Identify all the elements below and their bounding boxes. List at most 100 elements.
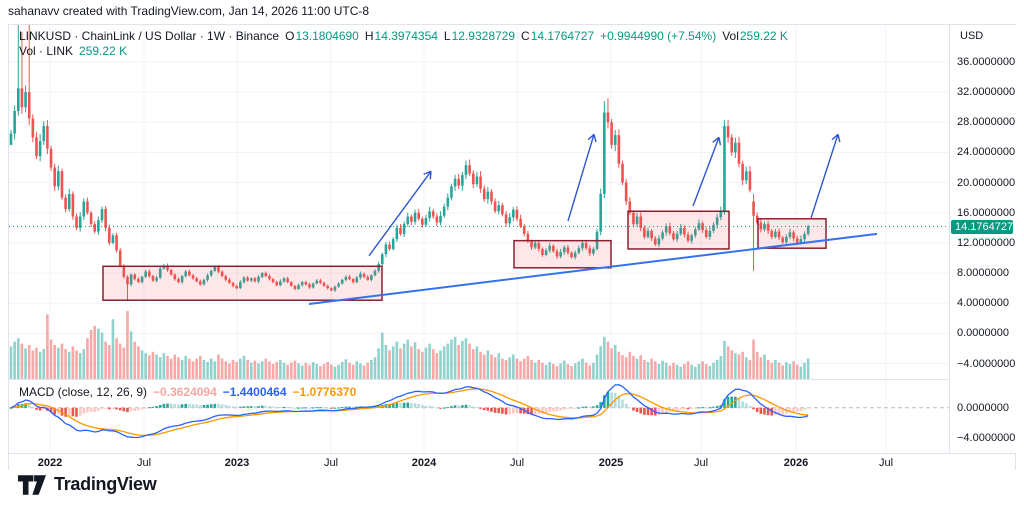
candle-body: [180, 276, 184, 283]
volume-bar: [479, 351, 482, 379]
macd-histogram-bar: [774, 407, 777, 416]
volume-bar: [38, 351, 42, 379]
volume-bar: [246, 359, 249, 379]
candle-body: [235, 285, 238, 289]
time-tick-label: 2023: [224, 457, 250, 469]
volume-bar: [577, 361, 581, 379]
candle-body: [246, 277, 249, 281]
macd-histogram-bar: [304, 407, 308, 409]
time-axis[interactable]: 2022 Jul 2023 Jul 2024 Jul 2025 Jul 2026 Jul: [9, 453, 1015, 471]
macd-histogram-bar: [253, 406, 257, 408]
volume-bar: [391, 346, 395, 379]
macd-histogram-bar: [166, 403, 169, 408]
ohlc-close: C 14.1764727: [521, 29, 595, 43]
macd-histogram-bar: [140, 407, 144, 410]
candle-body: [355, 277, 359, 283]
candle-body: [289, 282, 293, 286]
candle-body: [464, 165, 468, 176]
macd-histogram-bar: [559, 407, 562, 411]
candle-body: [220, 271, 224, 277]
volume-bar: [763, 354, 766, 379]
candle-body: [38, 141, 42, 157]
candle-body: [603, 112, 606, 194]
candle-body: [497, 205, 501, 212]
consolidation-box: [627, 210, 730, 250]
volume-bar: [53, 345, 56, 379]
volume-bar: [603, 336, 606, 379]
volume-bar: [71, 346, 75, 379]
volume-bar: [24, 348, 27, 379]
macd-histogram-bar: [155, 406, 158, 408]
candle-body: [191, 275, 195, 279]
candle-body: [544, 250, 548, 255]
candle-body: [446, 197, 450, 207]
volume-bar: [668, 365, 672, 379]
symbol-legend[interactable]: LINKUSD · ChainLink / US Dollar · 1W · B…: [19, 29, 788, 43]
macd-histogram-bar: [71, 407, 75, 417]
price-tick-label: 0.0000000: [957, 327, 1009, 340]
chart-canvas[interactable]: [9, 25, 949, 453]
macd-histogram-bar: [490, 407, 493, 412]
candle-body: [726, 126, 730, 138]
candle-body: [701, 223, 704, 231]
macd-histogram-bar: [180, 404, 184, 408]
candle-body: [322, 282, 326, 286]
volume-bar: [333, 366, 337, 379]
candle-body: [173, 274, 177, 280]
macd-histogram-bar: [333, 407, 337, 409]
price-axis[interactable]: USD 14.1764727 36.0000000 32.0000000 28.00…: [949, 25, 1016, 453]
volume-bar: [64, 349, 67, 379]
candle-body: [519, 218, 522, 227]
volume-bar: [737, 354, 741, 379]
breakout-arrow-head: [831, 133, 839, 141]
candle-body: [490, 191, 493, 202]
volume-bar: [723, 340, 726, 379]
macd-histogram-bar: [723, 399, 726, 408]
volume-bar: [664, 362, 668, 379]
volume-bar: [304, 362, 308, 379]
volume-bar: [140, 350, 144, 379]
tradingview-logo[interactable]: TradingView: [18, 474, 157, 495]
candle-body: [359, 273, 362, 278]
volume-bar: [195, 358, 198, 379]
macd-histogram-bar: [413, 403, 417, 408]
candle-body: [13, 110, 16, 134]
candle-body: [271, 279, 275, 283]
volume-bar: [359, 363, 362, 379]
volume-bar: [373, 357, 377, 379]
volume-bar: [158, 357, 162, 379]
symbol-description: LINKUSD · ChainLink / US Dollar · 1W · B…: [19, 29, 280, 43]
volume-bar: [355, 361, 359, 379]
macd-histogram-bar: [566, 407, 570, 409]
candle-body: [461, 175, 464, 186]
candle-body: [697, 223, 701, 230]
candle-body: [249, 278, 253, 281]
macd-histogram-bar: [795, 407, 799, 412]
macd-histogram-bar: [184, 403, 188, 408]
macd-histogram-bar: [246, 406, 249, 408]
candle-body: [89, 212, 93, 225]
candle-body: [264, 273, 268, 277]
chart-pane[interactable]: [9, 25, 949, 453]
macd-histogram-bar: [548, 407, 552, 412]
volume-legend[interactable]: Vol · LINK 259.22 K: [19, 44, 127, 58]
volume-bar: [297, 363, 300, 379]
volume-bar: [435, 353, 439, 379]
grid-lines: [9, 25, 949, 453]
candle-body: [450, 186, 453, 198]
macd-legend[interactable]: MACD (close, 12, 26, 9) −0.3624094 −1.44…: [19, 385, 356, 399]
time-tick-label: 2024: [411, 457, 437, 469]
volume-bar: [9, 346, 13, 379]
macd-histogram-bar: [271, 406, 275, 408]
candle-body: [166, 265, 169, 271]
breakout-arrow-head: [587, 133, 595, 141]
breakout-arrow: [810, 134, 839, 219]
macd-histogram-bar: [100, 407, 104, 409]
candle-body: [537, 242, 541, 249]
volume-bar: [177, 357, 180, 379]
volume-bar: [672, 362, 675, 379]
volume-bar: [431, 349, 435, 379]
volume-bar: [260, 361, 264, 379]
candle-body: [617, 135, 621, 164]
macd-histogram-bar: [242, 406, 246, 408]
